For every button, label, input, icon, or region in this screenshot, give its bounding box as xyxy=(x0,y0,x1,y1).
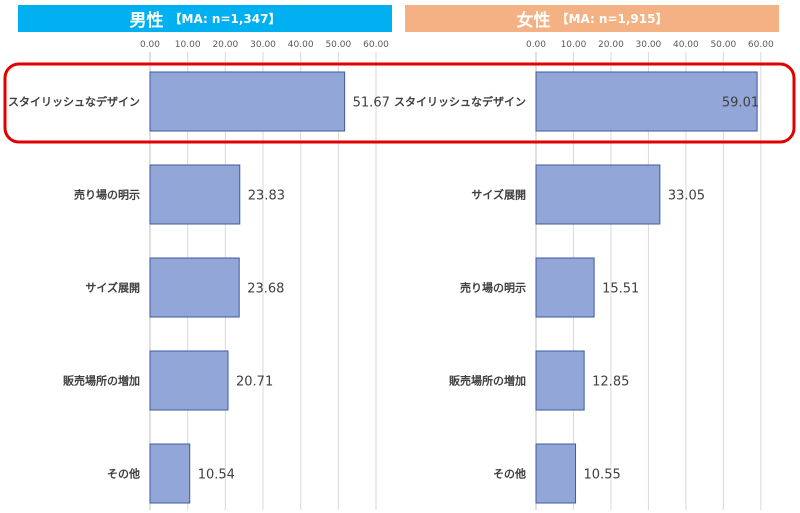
female-category-label: サイズ展開 xyxy=(471,188,526,202)
female-category-label: 販売場所の増加 xyxy=(449,374,526,388)
female-chart-subtitle: 【MA: n=1,915】 xyxy=(556,12,668,26)
male-tick-label: 10.00 xyxy=(175,40,201,50)
male-value-label: 23.68 xyxy=(247,282,284,297)
male-tick-label: 30.00 xyxy=(250,40,276,50)
male-chart-title: 男性 xyxy=(129,11,164,31)
male-tick-label: 60.00 xyxy=(363,40,389,50)
female-tick-label: 0.00 xyxy=(526,40,546,50)
female-chart-title: 女性 xyxy=(516,11,551,31)
male-category-label: サイズ展開 xyxy=(85,281,140,295)
female-bar xyxy=(535,350,585,411)
male-chart-subtitle: 【MA: n=1,347】 xyxy=(169,12,281,26)
female-tick-label: 30.00 xyxy=(636,40,662,50)
female-bar xyxy=(535,257,595,318)
female-tick-label: 10.00 xyxy=(561,40,587,50)
male-value-label: 10.54 xyxy=(198,468,235,483)
female-chart-header: 女性 【MA: n=1,915】 xyxy=(405,5,779,32)
male-category-label: 販売場所の増加 xyxy=(63,374,140,388)
male-category-label: 売り場の明示 xyxy=(74,188,140,202)
male-chart-header: 男性 【MA: n=1,347】 xyxy=(18,5,392,32)
female-category-label: スタイリッシュなデザイン xyxy=(394,95,526,109)
female-value-label: 10.55 xyxy=(584,468,621,483)
male-tick-label: 40.00 xyxy=(288,40,314,50)
female-tick-label: 50.00 xyxy=(710,40,736,50)
male-bar xyxy=(149,71,346,132)
male-value-label: 51.67 xyxy=(353,96,390,111)
female-category-label: その他 xyxy=(493,467,526,481)
male-category-label: スタイリッシュなデザイン xyxy=(8,95,140,109)
highlight-box xyxy=(3,62,796,144)
male-bar xyxy=(149,443,191,504)
male-tick-label: 20.00 xyxy=(212,40,238,50)
female-tick-label: 60.00 xyxy=(748,40,774,50)
male-value-label: 20.71 xyxy=(236,375,273,390)
female-tick-label: 40.00 xyxy=(673,40,699,50)
male-value-label: 23.83 xyxy=(248,189,285,204)
male-category-label: その他 xyxy=(107,467,140,481)
female-value-label: 59.01 xyxy=(722,96,759,111)
female-value-label: 12.85 xyxy=(592,375,629,390)
female-category-label: 売り場の明示 xyxy=(460,281,526,295)
male-bar xyxy=(149,164,241,225)
female-tick-label: 20.00 xyxy=(598,40,624,50)
male-tick-label: 0.00 xyxy=(140,40,160,50)
male-tick-label: 50.00 xyxy=(325,40,351,50)
female-bar xyxy=(535,71,758,132)
female-bar xyxy=(535,164,661,225)
male-bar xyxy=(149,257,240,318)
female-value-label: 33.05 xyxy=(668,189,705,204)
male-bar xyxy=(149,350,229,411)
female-bar xyxy=(535,443,577,504)
female-value-label: 15.51 xyxy=(602,282,639,297)
